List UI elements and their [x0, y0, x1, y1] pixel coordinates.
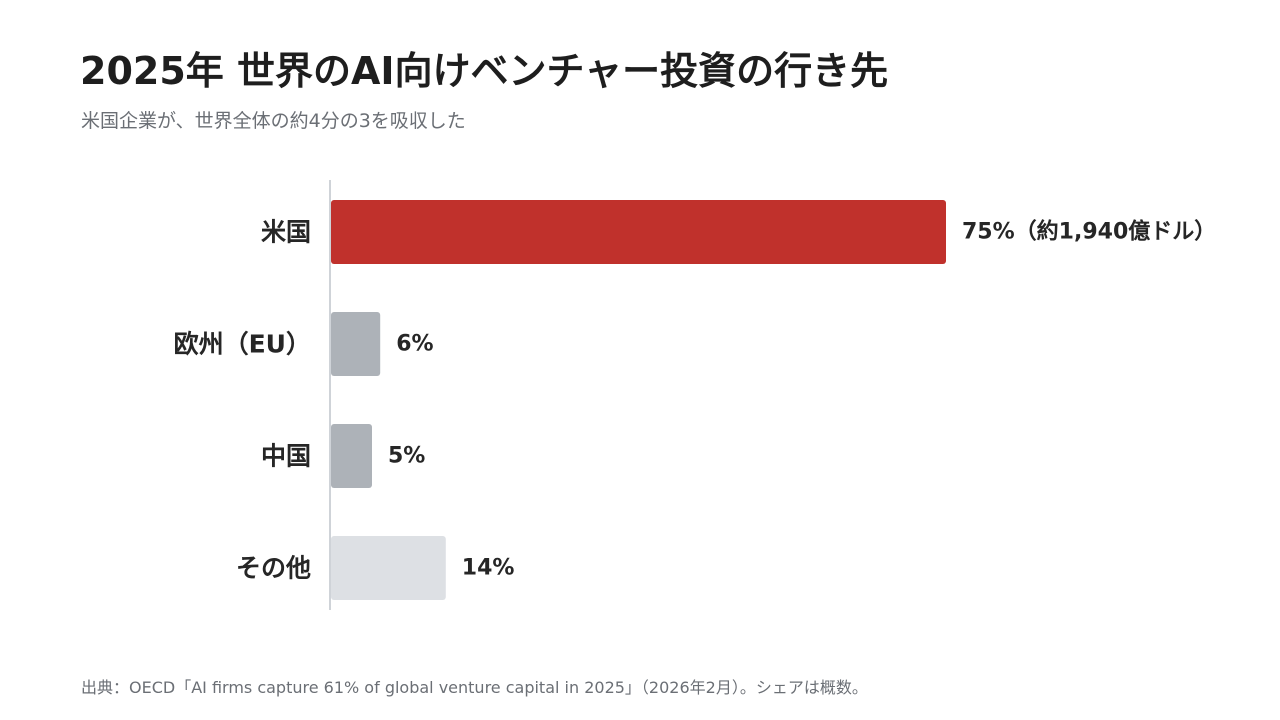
category-label: その他	[236, 554, 311, 583]
category-label: 米国	[261, 218, 311, 247]
bar	[331, 200, 946, 264]
bar-group: 米国 75%（約1,940億ドル）	[261, 200, 1216, 264]
value-label: 14%	[462, 556, 515, 581]
chart-subtitle: 米国企業が、世界全体の約4分の3を吸収した	[81, 110, 466, 132]
value-label: 6%	[396, 332, 433, 357]
bar-group: 欧州（EU） 6%	[174, 312, 434, 376]
source-note: 出典：OECD「AI firms capture 61% of global v…	[81, 678, 868, 697]
value-label: 75%（約1,940億ドル）	[962, 219, 1216, 245]
category-label: 欧州（EU）	[174, 330, 311, 359]
bar-group: 中国 5%	[261, 424, 425, 488]
bar	[331, 312, 381, 376]
bar-group: その他 14%	[236, 536, 514, 600]
chart-title: 2025年 世界のAI向けベンチャー投資の行き先	[80, 49, 889, 93]
category-label: 中国	[261, 442, 311, 471]
value-label: 5%	[388, 444, 425, 469]
bar	[331, 536, 446, 600]
bar	[331, 424, 372, 488]
